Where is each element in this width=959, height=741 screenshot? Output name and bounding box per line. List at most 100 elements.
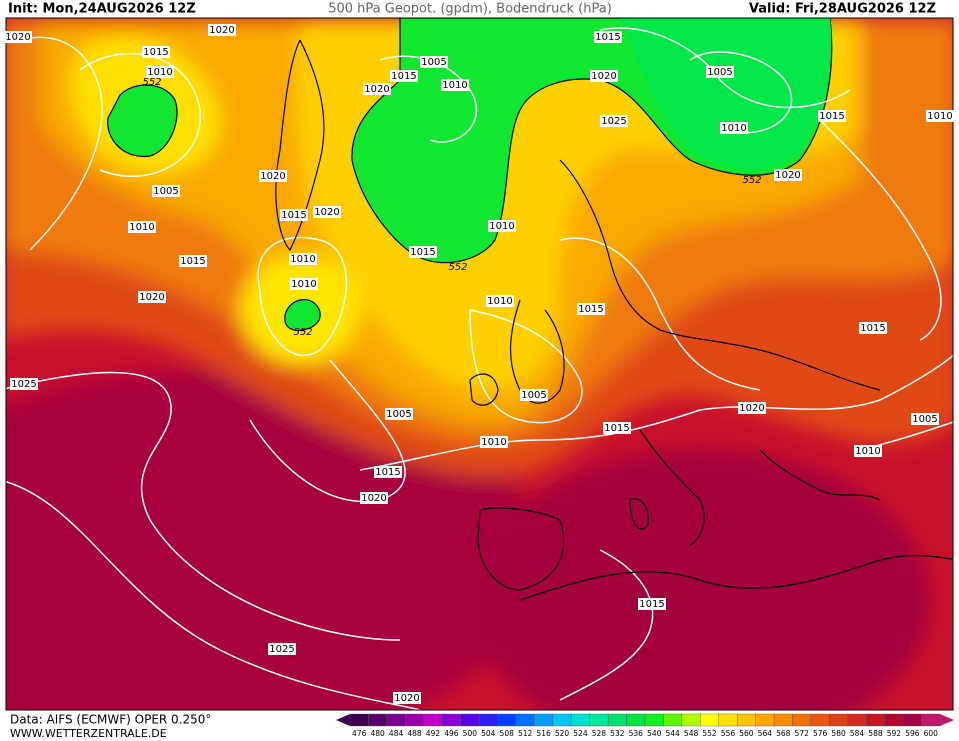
scale-label: 536 <box>629 729 644 738</box>
contour-labels: 1020 1020 1015 1010 552 1005 1015 1010 1020 1015 1… <box>4 24 954 704</box>
isobar-label: 1015 <box>375 467 400 478</box>
isobar-label: 1015 <box>281 210 306 221</box>
isobar-label: 1010 <box>721 123 746 134</box>
scale-swatch <box>792 713 812 727</box>
scale-swatch <box>736 713 756 727</box>
label-box <box>360 492 388 504</box>
isobar-label: 1015 <box>819 111 844 122</box>
geopotential-low <box>107 84 178 158</box>
scale-label: 600 <box>924 729 939 738</box>
scale-swatch <box>810 713 830 727</box>
scale-label: 524 <box>573 729 588 738</box>
init-time: Init: Mon,24AUG2026 12Z <box>8 2 196 17</box>
isobar-label: 1015 <box>604 423 629 434</box>
isobar-label: 1020 <box>260 171 285 182</box>
color-scale: 476 480 484 488 492 496 500 504 508 512 516 520 524 5… <box>336 713 954 738</box>
scale-label: 568 <box>776 729 791 738</box>
scale-label: 532 <box>610 729 625 738</box>
label-box <box>577 303 605 315</box>
scale-label: 476 <box>352 729 367 738</box>
chart-title: 500 hPa Geopot. (gpdm), Bodendruck (hPa) <box>328 2 612 17</box>
label-box <box>594 31 622 43</box>
isobar-label: 1025 <box>11 379 36 390</box>
isobar-label: 1005 <box>521 390 546 401</box>
label-box <box>441 79 469 91</box>
isobar-label: 1005 <box>386 409 411 420</box>
isobar-label: 1020 <box>361 493 386 504</box>
scale-label: 576 <box>813 729 828 738</box>
label-box <box>152 185 180 197</box>
isobar-label: 1010 <box>487 296 512 307</box>
label-box <box>488 220 516 232</box>
scale-label: 496 <box>444 729 459 738</box>
isobar-label: 1015 <box>143 47 168 58</box>
label-box <box>486 295 514 307</box>
label-box <box>480 436 508 448</box>
isobar-label: 1025 <box>601 116 626 127</box>
scale-label: 508 <box>500 729 515 738</box>
scale-label: 592 <box>887 729 902 738</box>
isobar-label: 1020 <box>209 25 234 36</box>
isobar-label: 1020 <box>5 32 30 43</box>
label-box <box>268 643 296 655</box>
scale-label: 500 <box>463 729 478 738</box>
scale-swatch <box>534 713 554 727</box>
isobar-label: 1010 <box>291 279 316 290</box>
scale-swatch <box>386 713 406 727</box>
label-box <box>420 56 448 68</box>
scale-swatch <box>626 713 646 727</box>
label-box <box>390 70 418 82</box>
scale-swatch <box>478 713 498 727</box>
isobar-label: 1015 <box>180 256 205 267</box>
label-box <box>854 445 882 457</box>
label-box <box>600 115 628 127</box>
scale-label: 564 <box>758 729 773 738</box>
scale-swatch <box>497 713 517 727</box>
label-box <box>179 255 207 267</box>
isobar-label: 1010 <box>290 254 315 265</box>
isobar-label: 1005 <box>707 67 732 78</box>
isobar-label: 1015 <box>410 247 435 258</box>
label-box <box>289 253 317 265</box>
scale-swatch <box>589 713 609 727</box>
isobar-label: 1005 <box>421 57 446 68</box>
label-box <box>720 122 748 134</box>
scale-swatch <box>681 713 701 727</box>
scale-label: 584 <box>850 729 865 738</box>
label-box <box>138 291 166 303</box>
geopotential-low <box>284 299 321 331</box>
label-box <box>146 66 174 78</box>
isobar-label: 1010 <box>442 80 467 91</box>
label-box <box>738 402 766 414</box>
isobar-label: 1005 <box>153 186 178 197</box>
scale-label: 544 <box>665 729 680 738</box>
isobar-label: 1010 <box>481 437 506 448</box>
scale-swatch <box>755 713 775 727</box>
isobar-label: 1015 <box>595 32 620 43</box>
scale-label: 588 <box>868 729 883 738</box>
scale-swatch <box>884 713 904 727</box>
geopotential-label: 552 <box>742 175 761 186</box>
scale-label: 484 <box>389 729 404 738</box>
label-box <box>280 209 308 221</box>
scale-swatch <box>368 713 388 727</box>
label-box <box>4 31 32 43</box>
scale-label: 556 <box>721 729 736 738</box>
scale-swatch <box>405 713 424 727</box>
label-box <box>313 206 341 218</box>
isobar-label: 1010 <box>129 222 154 233</box>
scale-swatch <box>552 713 572 727</box>
label-box <box>142 46 170 58</box>
isobar-label: 1020 <box>591 71 616 82</box>
scale-arrow-left <box>336 714 350 726</box>
isobar-label: 1010 <box>927 111 952 122</box>
isobar-label: 1020 <box>775 170 800 181</box>
scale-label: 520 <box>555 729 570 738</box>
label-box <box>208 24 236 36</box>
isobar-label: 1015 <box>578 304 603 315</box>
scale-swatch <box>921 713 941 727</box>
isobar-label: 1020 <box>314 207 339 218</box>
scale-swatch <box>902 713 922 727</box>
geopotential-label: 552 <box>448 262 467 273</box>
